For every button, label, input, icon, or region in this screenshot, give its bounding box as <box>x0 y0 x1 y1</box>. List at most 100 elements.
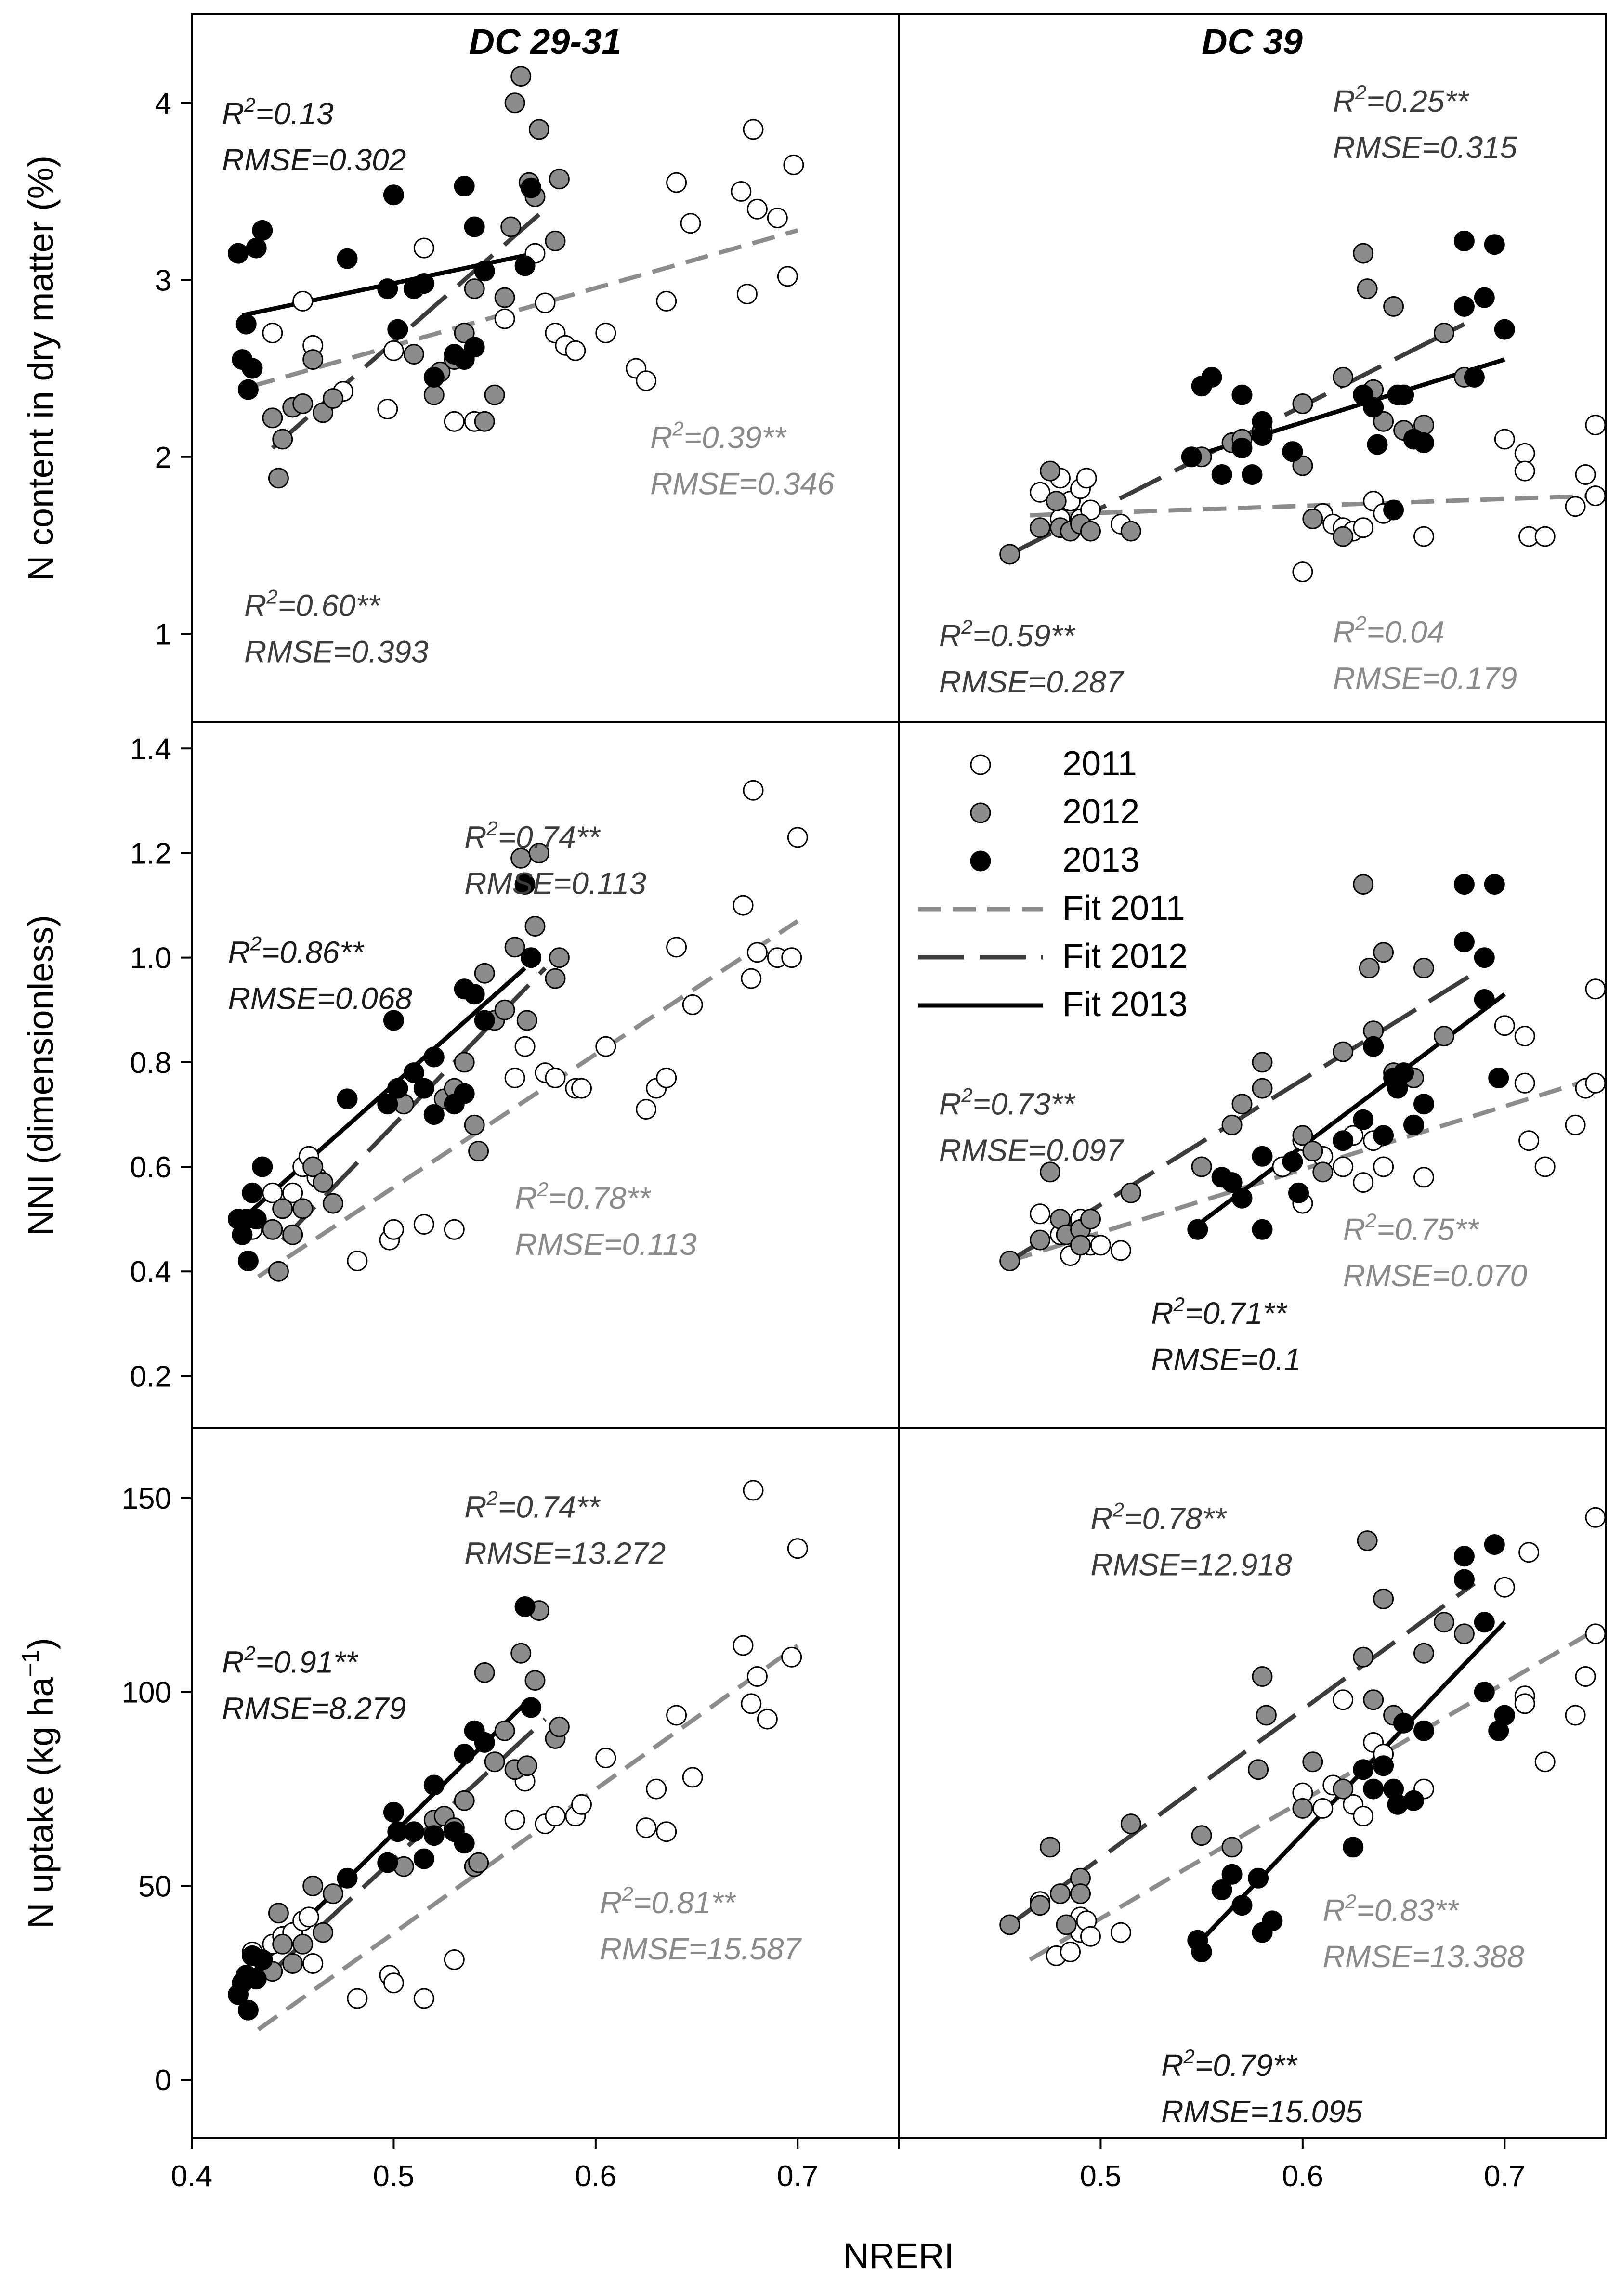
data-point-2012 <box>1040 1837 1061 1858</box>
data-point-2011 <box>1494 429 1515 450</box>
data-point-2012 <box>1221 1114 1243 1135</box>
r2-annotation: R2=0.78** <box>515 1178 651 1215</box>
data-point-2012 <box>1373 942 1394 963</box>
data-point-2011 <box>1353 1172 1374 1193</box>
x-tick-label: 0.7 <box>1484 2160 1525 2193</box>
data-point-2012 <box>282 1224 303 1245</box>
data-point-2011 <box>1514 1026 1535 1047</box>
data-point-2013 <box>1494 1705 1515 1726</box>
rmse-annotation: RMSE=0.302 <box>222 143 406 177</box>
data-point-2011 <box>1585 1072 1606 1094</box>
data-point-2011 <box>1575 464 1596 485</box>
data-point-2013 <box>1373 1755 1394 1776</box>
data-point-2012 <box>323 1193 344 1214</box>
data-point-2013 <box>1494 319 1515 340</box>
data-point-2011 <box>565 340 586 361</box>
data-point-2012 <box>1256 1705 1277 1726</box>
r2-annotation: R2=0.59** <box>939 615 1075 653</box>
r2-annotation: R2=0.74** <box>464 1487 601 1524</box>
data-point-2013 <box>1252 1219 1273 1240</box>
data-point-2012 <box>262 407 283 429</box>
x-tick-label: 0.4 <box>171 2160 212 2193</box>
data-point-2012 <box>1333 526 1354 547</box>
data-point-2011 <box>444 1219 465 1240</box>
data-point-2013 <box>1453 931 1475 952</box>
data-point-2013 <box>1484 1534 1505 1555</box>
data-point-2013 <box>1248 1867 1269 1889</box>
legend-label: 2013 <box>1062 841 1139 879</box>
data-point-2013 <box>1191 1941 1212 1962</box>
data-point-2013 <box>1453 230 1475 251</box>
data-point-2011 <box>656 1821 677 1842</box>
data-point-2013 <box>1464 366 1485 388</box>
data-point-2012 <box>313 402 334 423</box>
data-point-2011 <box>757 1709 778 1730</box>
y-tick-label: 3 <box>155 264 171 297</box>
fit-line-2011 <box>1030 494 1596 518</box>
data-point-2013 <box>1242 464 1263 485</box>
fit-line-2011 <box>251 228 798 389</box>
data-point-2011 <box>781 1646 802 1668</box>
data-point-2011 <box>595 1036 616 1057</box>
fit-line-2012 <box>1008 1581 1476 1927</box>
data-point-2013 <box>1373 1125 1394 1146</box>
data-point-2012 <box>1120 1182 1141 1203</box>
data-point-2013 <box>1393 384 1414 405</box>
data-point-2011 <box>781 947 802 968</box>
data-point-2011 <box>636 1099 657 1120</box>
rmse-annotation: RMSE=12.918 <box>1091 1547 1292 1582</box>
data-point-2013 <box>1181 446 1202 468</box>
data-point-2012 <box>1040 1161 1061 1183</box>
data-point-2012 <box>1357 1530 1378 1552</box>
data-point-2011 <box>1534 1156 1556 1177</box>
data-point-2011 <box>1076 468 1097 489</box>
data-point-2012 <box>524 1670 546 1691</box>
data-point-2011 <box>347 1251 368 1271</box>
data-point-2012 <box>999 1251 1020 1271</box>
legend-label: Fit 2011 <box>1062 889 1185 927</box>
rmse-annotation: RMSE=15.095 <box>1161 2094 1362 2129</box>
data-point-2012 <box>1357 278 1378 300</box>
data-point-2013 <box>403 1062 424 1083</box>
y-tick-label: 0.8 <box>130 1046 171 1080</box>
rmse-annotation: RMSE=0.113 <box>464 866 646 901</box>
data-point-2012 <box>1353 874 1374 895</box>
data-point-2011 <box>1292 561 1313 583</box>
data-point-2012 <box>1302 508 1323 529</box>
data-point-2012 <box>1248 1759 1269 1780</box>
data-point-2012 <box>545 230 566 251</box>
data-point-2013 <box>1211 464 1232 485</box>
data-point-2013 <box>1288 1182 1309 1203</box>
data-point-2011 <box>413 1214 434 1235</box>
data-point-2012 <box>1292 393 1313 414</box>
data-point-2012 <box>1056 1914 1077 1935</box>
legend-marker-2012 <box>970 802 991 823</box>
data-point-2012 <box>484 1751 505 1773</box>
rmse-annotation: RMSE=0.179 <box>1333 661 1517 696</box>
data-point-2013 <box>521 947 542 968</box>
y-tick-label: 0.6 <box>130 1151 171 1184</box>
data-point-2011 <box>1565 1705 1586 1726</box>
rmse-annotation: RMSE=0.287 <box>939 665 1125 699</box>
data-point-2011 <box>1333 1689 1354 1710</box>
data-point-2011 <box>535 292 556 313</box>
data-point-2011 <box>787 1538 808 1559</box>
data-point-2013 <box>1231 1187 1253 1209</box>
data-point-2012 <box>1333 1041 1354 1062</box>
rmse-annotation: RMSE=0.068 <box>228 981 413 1016</box>
data-point-2012 <box>1373 1588 1394 1609</box>
panel-dm-dc2931: R2=0.13 RMSE=0.302 R2=0.39** RMSE=0.346 R2=0… <box>191 13 900 723</box>
data-point-2013 <box>474 1010 495 1031</box>
r2-annotation: R2=0.78** <box>1091 1498 1227 1536</box>
data-point-2011 <box>1353 1806 1374 1826</box>
data-point-2013 <box>237 379 259 400</box>
data-point-2011 <box>1575 1666 1596 1687</box>
data-point-2013 <box>514 1596 536 1617</box>
data-point-2011 <box>302 1953 324 1974</box>
y-tick-label: 2 <box>155 441 171 474</box>
data-point-2012 <box>1120 1813 1141 1835</box>
data-point-2011 <box>743 1480 764 1501</box>
data-point-2013 <box>1413 1094 1434 1115</box>
data-point-2012 <box>272 429 293 450</box>
data-point-2013 <box>423 1046 445 1068</box>
